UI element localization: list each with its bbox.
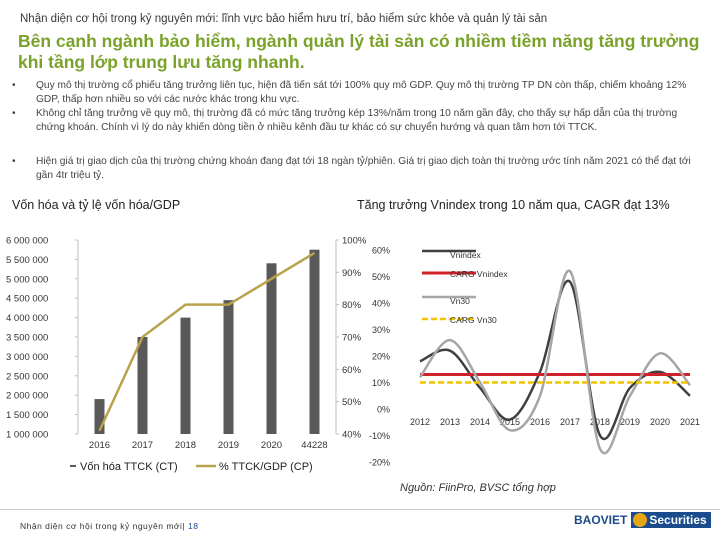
page-number: 18 [188, 521, 199, 531]
bar [266, 263, 277, 434]
left-axis-tick-label: 5 500 000 [6, 255, 48, 266]
x-axis-tick-label: 2016 [530, 417, 550, 427]
logo-circle-icon [633, 513, 648, 527]
right-axis-tick-label: 100% [342, 236, 367, 247]
logo-suffix: Securities [649, 513, 707, 527]
source-note: Nguồn: FiinPro, BVSC tổng hợp [400, 482, 556, 494]
y-axis-tick-label: -10% [369, 431, 390, 441]
right-axis-tick-label: 60% [342, 365, 362, 376]
left-axis-tick-label: 4 000 000 [6, 313, 48, 324]
legend-label: Vốn hóa TTCK (CT) [80, 461, 178, 473]
bar [180, 317, 191, 434]
footer-separator: | [182, 521, 186, 531]
logo-brand: BAOVIET [574, 513, 628, 527]
y-axis-tick-label: 60% [372, 246, 390, 256]
right-axis-tick-label: 80% [342, 300, 362, 311]
x-axis-tick-label: 2019 [218, 440, 239, 451]
legend-label: CARG Vnindex [450, 269, 508, 279]
y-axis-tick-label: 30% [372, 325, 390, 335]
bullet-text: Quy mô thị trường cổ phiếu tăng trưởng l… [36, 80, 687, 105]
bar [309, 249, 320, 434]
bar [137, 337, 148, 434]
x-axis-tick-label: 2018 [175, 440, 196, 451]
y-axis-tick-label: 40% [372, 299, 390, 309]
x-axis-tick-label: 2019 [620, 417, 640, 427]
footer-divider [0, 509, 720, 510]
series-line-vn30 [418, 269, 691, 455]
slide-subtitle: Nhận diện cơ hội trong kỷ nguyên mới: lĩ… [20, 13, 548, 25]
bar [223, 300, 234, 434]
company-logo: BAOVIET Securities [574, 511, 711, 529]
x-axis-tick-label: 2021 [680, 417, 700, 427]
capitalization-chart: 6 000 000 5 500 000 5 000 000 4 500 000 4 00… [6, 236, 367, 474]
right-axis-tick-label: 70% [342, 333, 362, 344]
vnindex-growth-chart: 60% 50% 40% 30% 20% 10% 0% -10% -20% 2012 2013 2014… [369, 246, 700, 468]
bullet-item: • Không chỉ tăng trưởng về quy mô, thị t… [12, 107, 702, 134]
x-axis-tick-label: 2020 [650, 417, 670, 427]
logo-suffix-box: Securities [631, 512, 711, 528]
x-axis-tick-label: 2016 [89, 440, 110, 451]
x-axis-tick-label: 2015 [500, 417, 520, 427]
legend-label: Vnindex [450, 250, 481, 260]
x-axis-tick-label: 44228 [301, 440, 327, 451]
bullet-dot: • [12, 80, 16, 91]
right-axis-tick-label: 90% [342, 268, 362, 279]
right-axis-tick-label: 40% [342, 430, 362, 441]
x-axis-tick-label: 2017 [560, 417, 580, 427]
bullet-text: Hiện giá trị giao dịch của thị trường ch… [36, 156, 691, 181]
left-axis-tick-label: 4 500 000 [6, 294, 48, 305]
left-axis-tick-label: 1 500 000 [6, 410, 48, 421]
bullet-item: • Hiện giá trị giao dịch của thị trường … [12, 155, 702, 182]
left-axis-tick-label: 2 000 000 [6, 391, 48, 402]
legend-label: Vn30 [450, 296, 470, 306]
left-axis-tick-label: 5 000 000 [6, 274, 48, 285]
gdp-ratio-line [98, 251, 316, 432]
y-axis-tick-label: 10% [372, 378, 390, 388]
slide-headline: Bên cạnh ngành bảo hiểm, ngành quản lý t… [18, 31, 700, 72]
left-axis-tick-label: 3 000 000 [6, 352, 48, 363]
x-axis-tick-label: 2018 [590, 417, 610, 427]
footer-title: Nhận diện cơ hội trong kỷ nguyên mới [20, 521, 183, 531]
bar [94, 399, 105, 434]
x-axis-tick-label: 2012 [410, 417, 430, 427]
bullet-text: Không chỉ tăng trưởng về quy mô, thị trư… [36, 108, 678, 133]
left-axis-tick-label: 1 000 000 [6, 430, 48, 441]
y-axis-tick-label: 20% [372, 352, 390, 362]
left-axis-tick-label: 6 000 000 [6, 236, 48, 247]
bullet-item: • Quy mô thị trường cổ phiếu tăng trưởng… [12, 79, 702, 106]
left-axis-tick-label: 3 500 000 [6, 333, 48, 344]
bullet-dot: • [12, 156, 16, 167]
y-axis-tick-label: -20% [369, 458, 390, 468]
x-axis-tick-label: 2013 [440, 417, 460, 427]
x-axis-tick-label: 2014 [470, 417, 490, 427]
left-axis-tick-label: 2 500 000 [6, 371, 48, 382]
x-axis-tick-label: 2017 [132, 440, 153, 451]
right-axis-tick-label: 50% [342, 397, 362, 408]
right-chart-title: Tăng trưởng Vnindex trong 10 năm qua, CA… [357, 198, 670, 212]
footer: Nhận diện cơ hội trong kỷ nguyên mới| 18 [20, 521, 198, 531]
legend-label: % TTCK/GDP (CP) [219, 461, 313, 473]
x-axis-tick-label: 2020 [261, 440, 282, 451]
left-chart-title: Vốn hóa và tỷ lệ vốn hóa/GDP [12, 198, 181, 212]
y-axis-tick-label: 50% [372, 272, 390, 282]
y-axis-tick-label: 0% [377, 405, 390, 415]
bullet-dot: • [12, 108, 16, 119]
legend-label: CARG Vn30 [450, 315, 497, 325]
